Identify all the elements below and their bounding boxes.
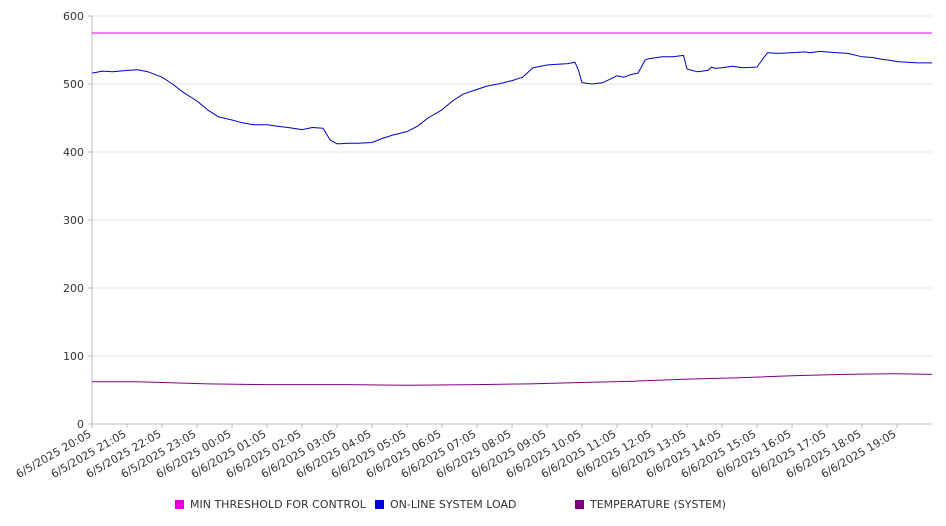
legend-item-online-system-load: ON-LINE SYSTEM LOAD <box>375 498 516 511</box>
series-lines <box>91 32 933 386</box>
y-tick-label-2: 200 <box>63 282 84 295</box>
legend-item-min-threshold: MIN THRESHOLD FOR CONTROL <box>175 498 366 511</box>
legend-label-temperature: TEMPERATURE (SYSTEM) <box>590 498 726 511</box>
y-tick-labels: 0 100 200 300 400 500 600 <box>63 10 92 431</box>
y-tick-label-4: 400 <box>63 146 84 159</box>
y-tick-label-0: 0 <box>77 418 84 431</box>
y-tick-label-5: 500 <box>63 78 84 91</box>
legend-swatch-temperature <box>575 500 584 509</box>
series-line-2 <box>92 373 933 386</box>
legend-label-online-system-load: ON-LINE SYSTEM LOAD <box>390 498 517 511</box>
legend-swatch-min-threshold <box>175 500 184 509</box>
x-tick-labels: 6/5/2025 20:056/5/2025 21:056/5/2025 22:… <box>14 424 899 481</box>
y-tick-label-6: 600 <box>63 10 84 23</box>
y-tick-label-1: 100 <box>63 350 84 363</box>
legend-item-temperature: TEMPERATURE (SYSTEM) <box>575 498 726 511</box>
legend: MIN THRESHOLD FOR CONTROL ON-LINE SYSTEM… <box>0 498 946 516</box>
legend-swatch-online-system-load <box>375 500 384 509</box>
legend-label-min-threshold: MIN THRESHOLD FOR CONTROL <box>190 498 366 511</box>
grid-lines <box>92 15 932 357</box>
y-tick-label-3: 300 <box>63 214 84 227</box>
series-line-1 <box>91 50 932 145</box>
